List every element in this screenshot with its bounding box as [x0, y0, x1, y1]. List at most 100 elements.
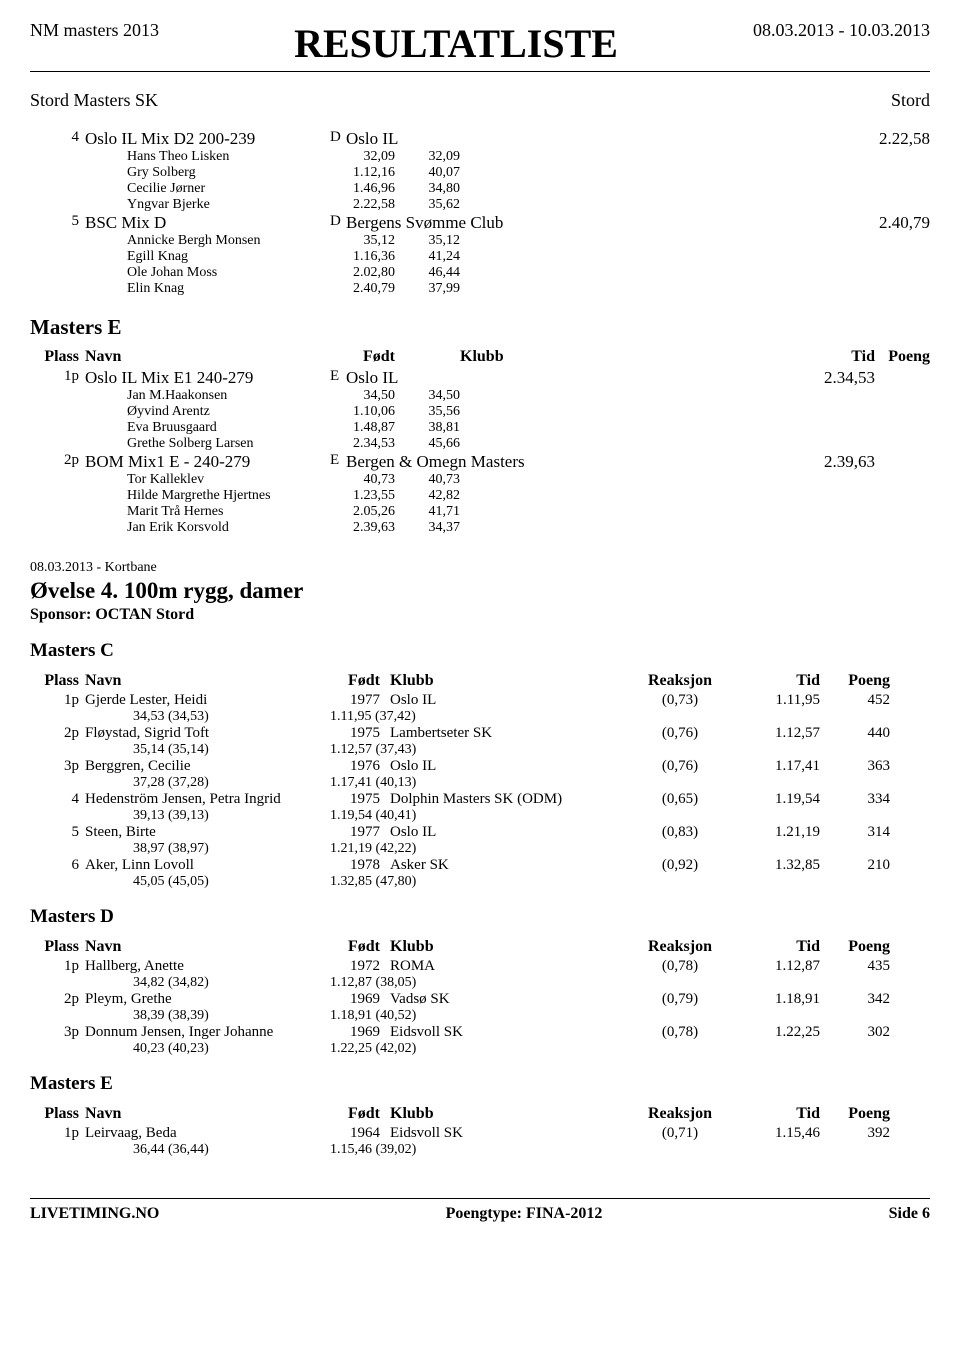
masters-e2-results: 1pLeirvaag, Beda1964Eidsvoll SK(0,71)1.1… [30, 1125, 930, 1158]
split2: 1.22,25 (42,02) [330, 1041, 620, 1057]
res-poeng: 435 [820, 958, 890, 975]
relay-member-row: Annicke Bergh Monsen35,1235,12 [30, 233, 930, 249]
relay-klubb: Oslo IL [340, 368, 785, 388]
res-tid: 1.12,87 [740, 958, 820, 975]
hdr-plass: Plass [30, 672, 85, 690]
res-plass: 1p [30, 958, 85, 975]
res-klubb: Asker SK [380, 857, 620, 874]
res-fodt: 1969 [330, 1024, 380, 1041]
relay-klubb: Oslo IL [340, 129, 840, 149]
res-reaksjon: (0,78) [620, 1024, 740, 1041]
split2: 1.19,54 (40,41) [330, 808, 620, 824]
relay-member-row: Ole Johan Moss2.02,8046,44 [30, 265, 930, 281]
res-fodt: 1964 [330, 1125, 380, 1142]
result-row: 1pHallberg, Anette1972ROMA(0,78)1.12,874… [30, 958, 930, 975]
relay-tid: 2.22,58 [840, 129, 930, 149]
relay-member-row: Marit Trå Hernes2.05,2641,71 [30, 504, 930, 520]
member-split2: 40,07 [395, 165, 460, 181]
hdr-poeng: Poeng [875, 348, 930, 366]
result-splits-row: 38,39 (38,39)1.18,91 (40,52) [30, 1008, 930, 1024]
member-split1: 1.48,87 [330, 420, 395, 436]
masters-e2-header: Plass Navn Født Klubb Reaksjon Tid Poeng [30, 1105, 930, 1123]
split1: 38,97 (38,97) [85, 841, 330, 857]
res-fodt: 1977 [330, 692, 380, 709]
res-klubb: Eidsvoll SK [380, 1024, 620, 1041]
res-fodt: 1972 [330, 958, 380, 975]
res-plass: 5 [30, 824, 85, 841]
result-splits-row: 34,53 (34,53)1.11,95 (37,42) [30, 709, 930, 725]
res-klubb: ROMA [380, 958, 620, 975]
relay-member-row: Tor Kalleklev40,7340,73 [30, 472, 930, 488]
result-row: 3pDonnum Jensen, Inger Johanne1969Eidsvo… [30, 1024, 930, 1041]
res-fodt: 1975 [330, 725, 380, 742]
masters-c-header: Plass Navn Født Klubb Reaksjon Tid Poeng [30, 672, 930, 690]
member-name: Tor Kalleklev [85, 472, 330, 488]
split2: 1.18,91 (40,52) [330, 1008, 620, 1024]
split1: 34,53 (34,53) [85, 709, 330, 725]
res-plass: 1p [30, 692, 85, 709]
res-reaksjon: (0,73) [620, 692, 740, 709]
split1: 39,13 (39,13) [85, 808, 330, 824]
res-navn: Hallberg, Anette [85, 958, 330, 975]
res-tid: 1.22,25 [740, 1024, 820, 1041]
event4-title: Øvelse 4. 100m rygg, damer [30, 578, 930, 604]
result-row: 1pGjerde Lester, Heidi1977Oslo IL(0,73)1… [30, 692, 930, 709]
relay-member-row: Eva Bruusgaard1.48,8738,81 [30, 420, 930, 436]
res-plass: 3p [30, 758, 85, 775]
member-name: Elin Knag [85, 281, 330, 297]
footer-center: Poengtype: FINA-2012 [446, 1205, 603, 1223]
res-reaksjon: (0,76) [620, 758, 740, 775]
member-split2: 41,24 [395, 249, 460, 265]
hdr-klubb: Klubb [460, 348, 785, 366]
footer-rule [30, 1198, 930, 1199]
hdr-tid: Tid [740, 672, 820, 690]
res-poeng: 452 [820, 692, 890, 709]
res-klubb: Oslo IL [380, 824, 620, 841]
member-split1: 2.34,53 [330, 436, 395, 452]
res-poeng: 363 [820, 758, 890, 775]
member-split2: 34,50 [395, 388, 460, 404]
split2: 1.17,41 (40,13) [330, 775, 620, 791]
res-tid: 1.21,19 [740, 824, 820, 841]
member-split1: 1.12,16 [330, 165, 395, 181]
member-split1: 32,09 [330, 149, 395, 165]
header-rule [30, 71, 930, 72]
split1: 40,23 (40,23) [85, 1041, 330, 1057]
split1: 35,14 (35,14) [85, 742, 330, 758]
hdr-tid: Tid [785, 348, 875, 366]
member-name: Jan Erik Korsvold [85, 520, 330, 536]
member-split1: 2.02,80 [330, 265, 395, 281]
page-header: NM masters 2013 RESULTATLISTE 08.03.2013… [30, 20, 930, 67]
member-split2: 32,09 [395, 149, 460, 165]
res-reaksjon: (0,76) [620, 725, 740, 742]
result-splits-row: 40,23 (40,23)1.22,25 (42,02) [30, 1041, 930, 1057]
relay-e-results: 1pOslo IL Mix E1 240-279EOslo IL2.34,53 J… [30, 368, 930, 536]
relay-team-name: BOM Mix1 E - 240-279 [85, 452, 330, 472]
member-split1: 2.05,26 [330, 504, 395, 520]
res-reaksjon: (0,79) [620, 991, 740, 1008]
member-split2: 35,12 [395, 233, 460, 249]
res-reaksjon: (0,71) [620, 1125, 740, 1142]
relay-tid: 2.34,53 [785, 368, 875, 388]
res-reaksjon: (0,65) [620, 791, 740, 808]
member-name: Marit Trå Hernes [85, 504, 330, 520]
relay-plass: 2p [30, 452, 85, 472]
result-row: 4Hedenström Jensen, Petra Ingrid1975Dolp… [30, 791, 930, 808]
result-row: 2pFløystad, Sigrid Toft1975Lambertseter … [30, 725, 930, 742]
res-tid: 1.17,41 [740, 758, 820, 775]
res-reaksjon: (0,83) [620, 824, 740, 841]
split1: 36,44 (36,44) [85, 1142, 330, 1158]
res-navn: Hedenström Jensen, Petra Ingrid [85, 791, 330, 808]
relay-member-row: Hilde Margrethe Hjertnes1.23,5542,82 [30, 488, 930, 504]
res-klubb: Oslo IL [380, 692, 620, 709]
relay-team-name: Oslo IL Mix E1 240-279 [85, 368, 330, 388]
footer-left: LIVETIMING.NO [30, 1205, 159, 1223]
res-poeng: 342 [820, 991, 890, 1008]
member-name: Ole Johan Moss [85, 265, 330, 281]
host-club: Stord Masters SK [30, 90, 158, 111]
member-split1: 2.40,79 [330, 281, 395, 297]
relay-results-block: 4Oslo IL Mix D2 200-239DOslo IL2.22,58Ha… [30, 129, 930, 297]
relay-team-name: Oslo IL Mix D2 200-239 [85, 129, 330, 149]
res-fodt: 1976 [330, 758, 380, 775]
relay-team-row: 1pOslo IL Mix E1 240-279EOslo IL2.34,53 [30, 368, 930, 388]
